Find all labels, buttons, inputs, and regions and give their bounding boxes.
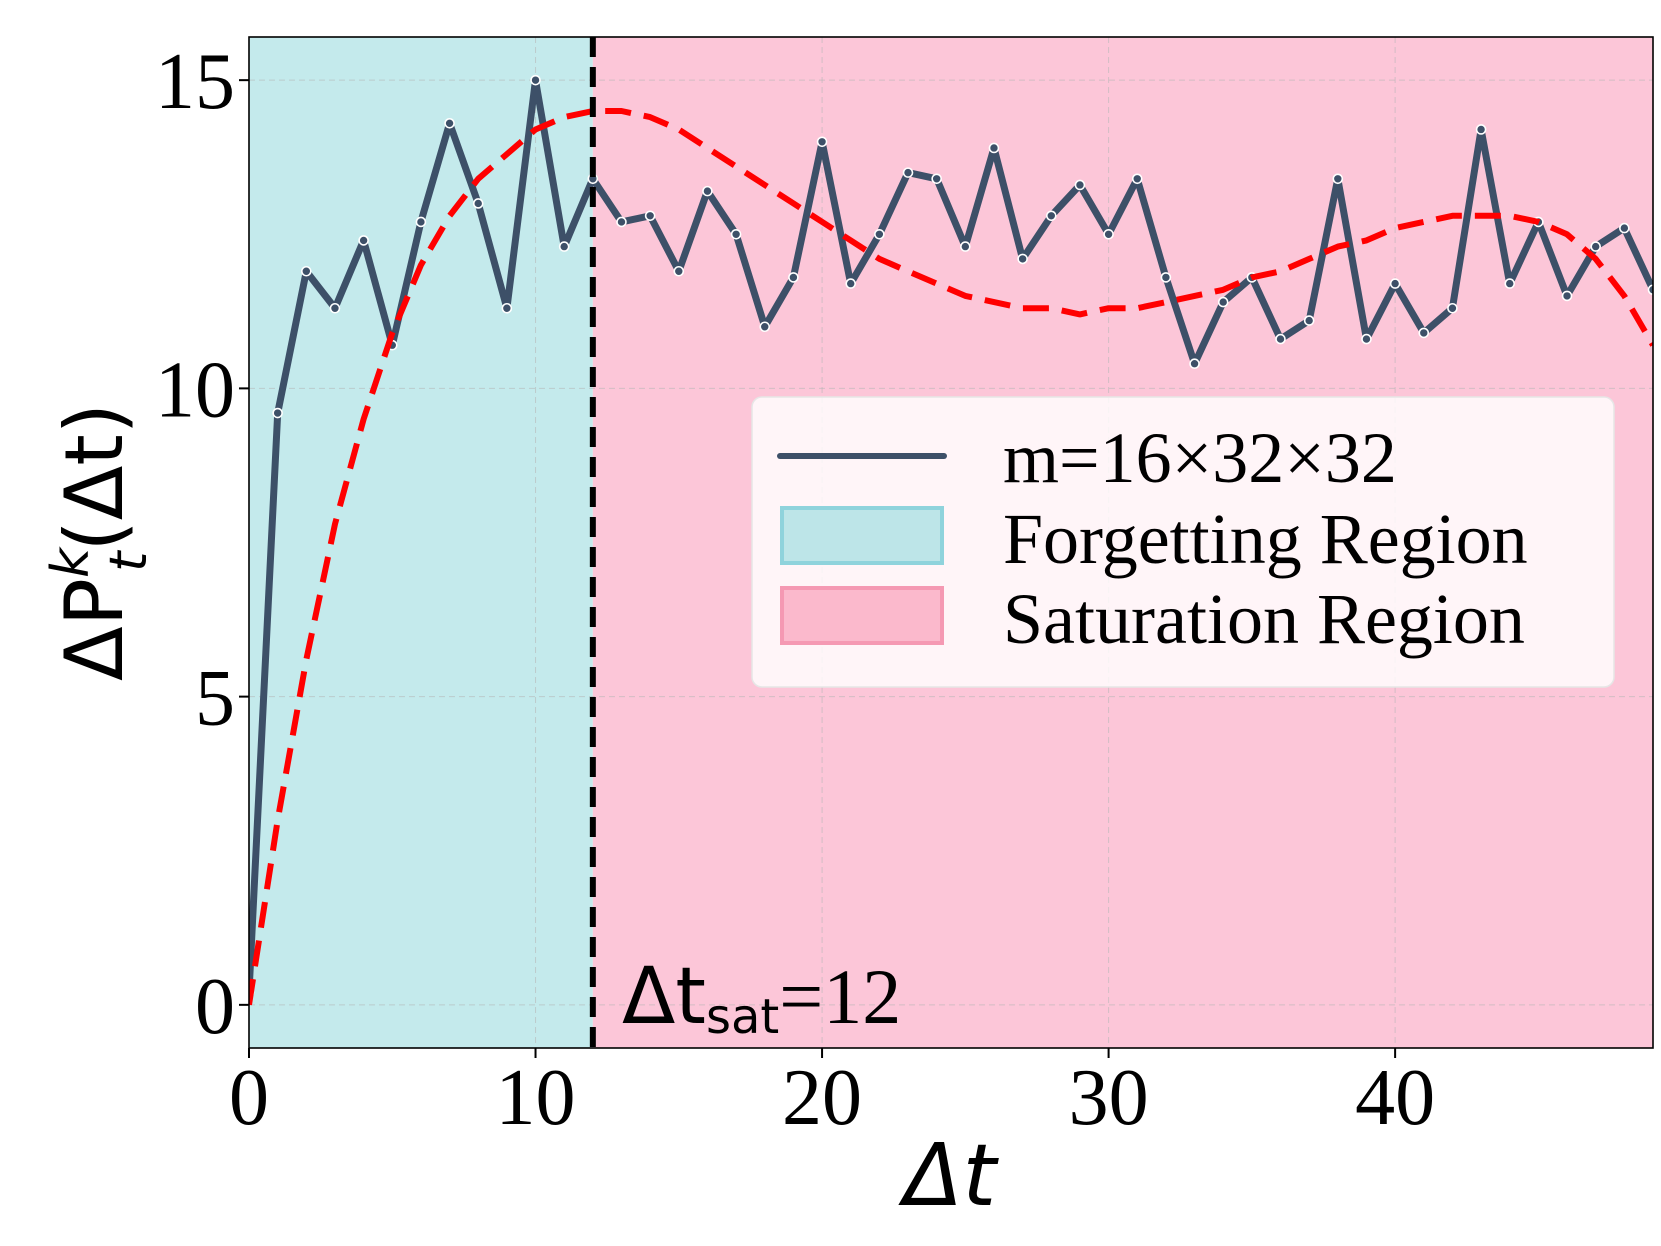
data-point [1045,210,1057,222]
legend-saturation-swatch [780,586,944,645]
data-point [301,265,312,277]
y-axis-label: ΔPkt(Δt) [41,403,159,681]
annotation-suffix: =12 [779,953,901,1040]
data-point [1361,333,1372,345]
series-line [249,76,1653,996]
data-point [1447,302,1458,314]
data-point [845,278,857,289]
data-point [530,74,541,86]
data-point [1504,278,1516,289]
data-point [1189,358,1200,370]
x-axis-label: Δt [898,1126,1000,1226]
legend-series-label: m=16×32×32 [1003,418,1397,498]
y-tick-label: 5 [195,655,235,743]
data-point [1017,253,1028,265]
data-point [874,228,885,240]
data-point [1275,333,1286,345]
saturation-annotation: Δtsat=12 [622,952,901,1045]
y-label-superscript: k [41,546,101,578]
data-point [1561,290,1573,302]
data-point [1590,241,1601,252]
plot-frame [248,36,1654,1049]
data-point [1619,222,1630,234]
x-tick-label: 20 [782,1054,862,1142]
axis-ticks: 0 10 20 30 40 0 5 10 15 [155,38,1435,1142]
data-point [816,136,828,148]
data-point [1389,278,1401,289]
data-point [988,142,1000,154]
data-point [902,167,914,178]
data-point [358,235,369,246]
region-forgetting-region [249,37,593,1048]
svg-text:ΔPkt(Δt): ΔPkt(Δt) [41,403,159,681]
data-point [415,216,427,228]
data-point [1131,173,1143,185]
data-point [759,321,771,333]
legend-forgetting-label: Forgetting Region [1003,499,1528,579]
annotation-main: Δt [622,952,706,1042]
y-tick-label: 0 [195,963,235,1051]
data-point [444,118,455,129]
data-point [472,198,484,209]
data-point [616,216,627,228]
y-tick-label: 15 [155,38,235,126]
data-point [1160,272,1172,283]
y-label-argument: (Δt) [48,403,141,552]
data-point [1074,179,1086,191]
x-tick-label: 30 [1069,1054,1149,1142]
data-point [1418,327,1430,339]
data-point [501,302,513,314]
data-point [931,173,942,185]
data-series [249,74,1653,1006]
data-point [730,228,742,240]
data-point [1475,124,1487,135]
x-tick-label: 10 [496,1054,576,1142]
data-point [1103,228,1114,240]
legend-saturation-label: Saturation Region [1003,579,1525,659]
legend-box [751,396,1615,688]
data-point [644,210,656,222]
fit-curve [249,108,1653,1006]
data-point [329,302,341,314]
y-label-delta-p: ΔP [48,578,141,681]
data-point [558,241,570,252]
y-tick-label: 10 [155,346,235,434]
y-label-subscript: t [99,550,159,572]
x-tick-label: 0 [229,1054,269,1142]
data-point [1303,315,1315,326]
data-point [1647,284,1653,296]
data-point [788,272,799,283]
annotation-subscript: sat [706,989,779,1045]
data-point [702,185,713,197]
legend: m=16×32×32 Forgetting Region Saturation … [751,396,1615,688]
x-tick-label: 40 [1355,1054,1435,1142]
data-point [272,407,283,419]
data-point [1217,296,1229,308]
data-point [1332,173,1344,185]
legend-forgetting-swatch [780,506,944,565]
data-point [960,241,971,252]
data-point [673,265,685,277]
